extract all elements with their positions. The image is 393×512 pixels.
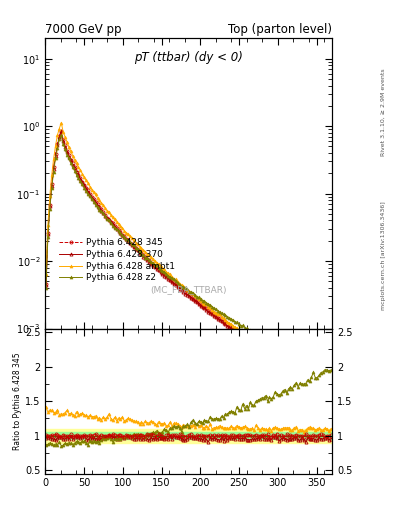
Pythia 6.428 ambt1	[206, 304, 211, 310]
Pythia 6.428 z2	[44, 285, 48, 291]
Line: Pythia 6.428 ambt1: Pythia 6.428 ambt1	[44, 121, 332, 395]
Pythia 6.428 370	[242, 335, 247, 342]
Pythia 6.428 345	[59, 127, 64, 134]
Pythia 6.428 370	[328, 395, 333, 401]
Pythia 6.428 345	[281, 361, 285, 368]
Pythia 6.428 z2	[328, 374, 333, 380]
Text: (MC_FBA_TTBAR): (MC_FBA_TTBAR)	[151, 285, 227, 294]
Line: Pythia 6.428 370: Pythia 6.428 370	[44, 130, 332, 399]
Pythia 6.428 ambt1	[158, 263, 163, 269]
Pythia 6.428 370	[206, 309, 211, 315]
Pythia 6.428 370	[158, 269, 163, 275]
Pythia 6.428 370	[139, 251, 144, 257]
Pythia 6.428 ambt1	[242, 331, 247, 337]
Text: mcplots.cern.ch [arXiv:1306.3436]: mcplots.cern.ch [arXiv:1306.3436]	[381, 202, 386, 310]
Pythia 6.428 345	[195, 298, 199, 304]
Text: Rivet 3.1.10, ≥ 2.9M events: Rivet 3.1.10, ≥ 2.9M events	[381, 69, 386, 157]
Pythia 6.428 345	[44, 281, 48, 287]
Line: Pythia 6.428 345: Pythia 6.428 345	[44, 129, 332, 398]
Line: Pythia 6.428 z2: Pythia 6.428 z2	[44, 134, 332, 378]
Pythia 6.428 ambt1	[139, 245, 144, 251]
Bar	[45, 432, 332, 439]
Pythia 6.428 z2	[139, 250, 144, 257]
Text: pT (ttbar) (dy < 0): pT (ttbar) (dy < 0)	[134, 52, 243, 65]
Pythia 6.428 z2	[158, 267, 163, 273]
Text: 7000 GeV pp: 7000 GeV pp	[45, 23, 122, 36]
Text: Top (parton level): Top (parton level)	[228, 23, 332, 36]
Pythia 6.428 ambt1	[59, 120, 64, 126]
Pythia 6.428 z2	[281, 347, 285, 353]
Pythia 6.428 ambt1	[44, 271, 48, 277]
Y-axis label: Ratio to Pythia 6.428 345: Ratio to Pythia 6.428 345	[13, 352, 22, 450]
Pythia 6.428 370	[59, 129, 64, 135]
Bar	[45, 429, 332, 442]
Pythia 6.428 z2	[195, 294, 199, 300]
Pythia 6.428 345	[158, 268, 163, 274]
Pythia 6.428 z2	[206, 301, 211, 307]
Pythia 6.428 ambt1	[328, 391, 333, 397]
Pythia 6.428 370	[195, 300, 199, 306]
Pythia 6.428 370	[281, 362, 285, 369]
Pythia 6.428 345	[242, 334, 247, 340]
Pythia 6.428 ambt1	[195, 294, 199, 300]
Pythia 6.428 345	[139, 250, 144, 257]
Pythia 6.428 ambt1	[281, 358, 285, 365]
Pythia 6.428 345	[206, 307, 211, 313]
Pythia 6.428 z2	[59, 132, 64, 138]
Legend: Pythia 6.428 345, Pythia 6.428 370, Pythia 6.428 ambt1, Pythia 6.428 z2: Pythia 6.428 345, Pythia 6.428 370, Pyth…	[55, 235, 179, 286]
Pythia 6.428 370	[44, 282, 48, 288]
Pythia 6.428 z2	[242, 325, 247, 331]
Pythia 6.428 345	[328, 393, 333, 399]
